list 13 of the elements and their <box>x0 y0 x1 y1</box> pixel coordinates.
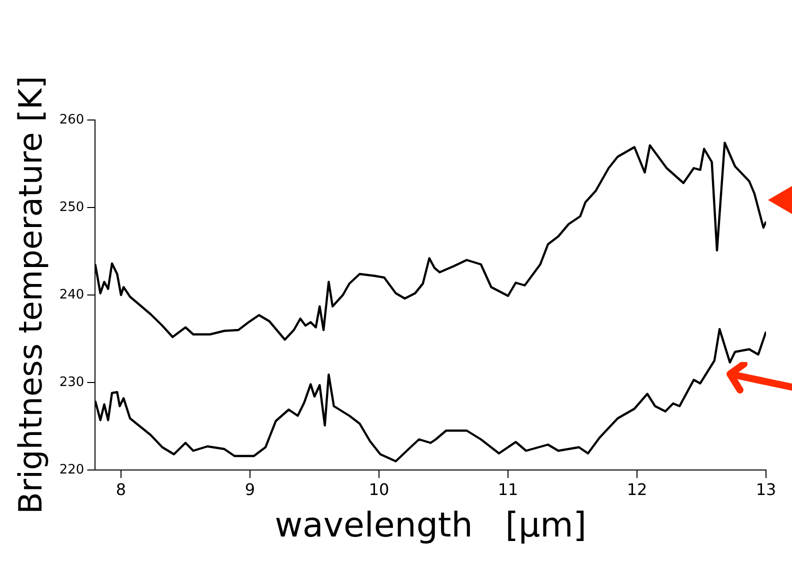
y-axis-title: Brightness temperature [K] <box>12 76 50 514</box>
x-tick-label: 12 <box>626 480 648 499</box>
y-tick-label: 220 <box>59 462 84 478</box>
y-tick-label: 250 <box>59 200 84 215</box>
x-tick-label: 13 <box>756 480 776 499</box>
x-tick-label: 8 <box>116 480 126 499</box>
x-tick-label: 10 <box>368 480 390 499</box>
y-tick-label: 230 <box>59 374 84 390</box>
y-tick-label: 260 <box>59 112 84 128</box>
x-tick-label: 9 <box>244 480 256 499</box>
x-axis-title: wavelength [μm] <box>274 505 586 546</box>
y-tick-label: 240 <box>59 287 84 302</box>
x-tick-label: 11 <box>498 480 518 499</box>
